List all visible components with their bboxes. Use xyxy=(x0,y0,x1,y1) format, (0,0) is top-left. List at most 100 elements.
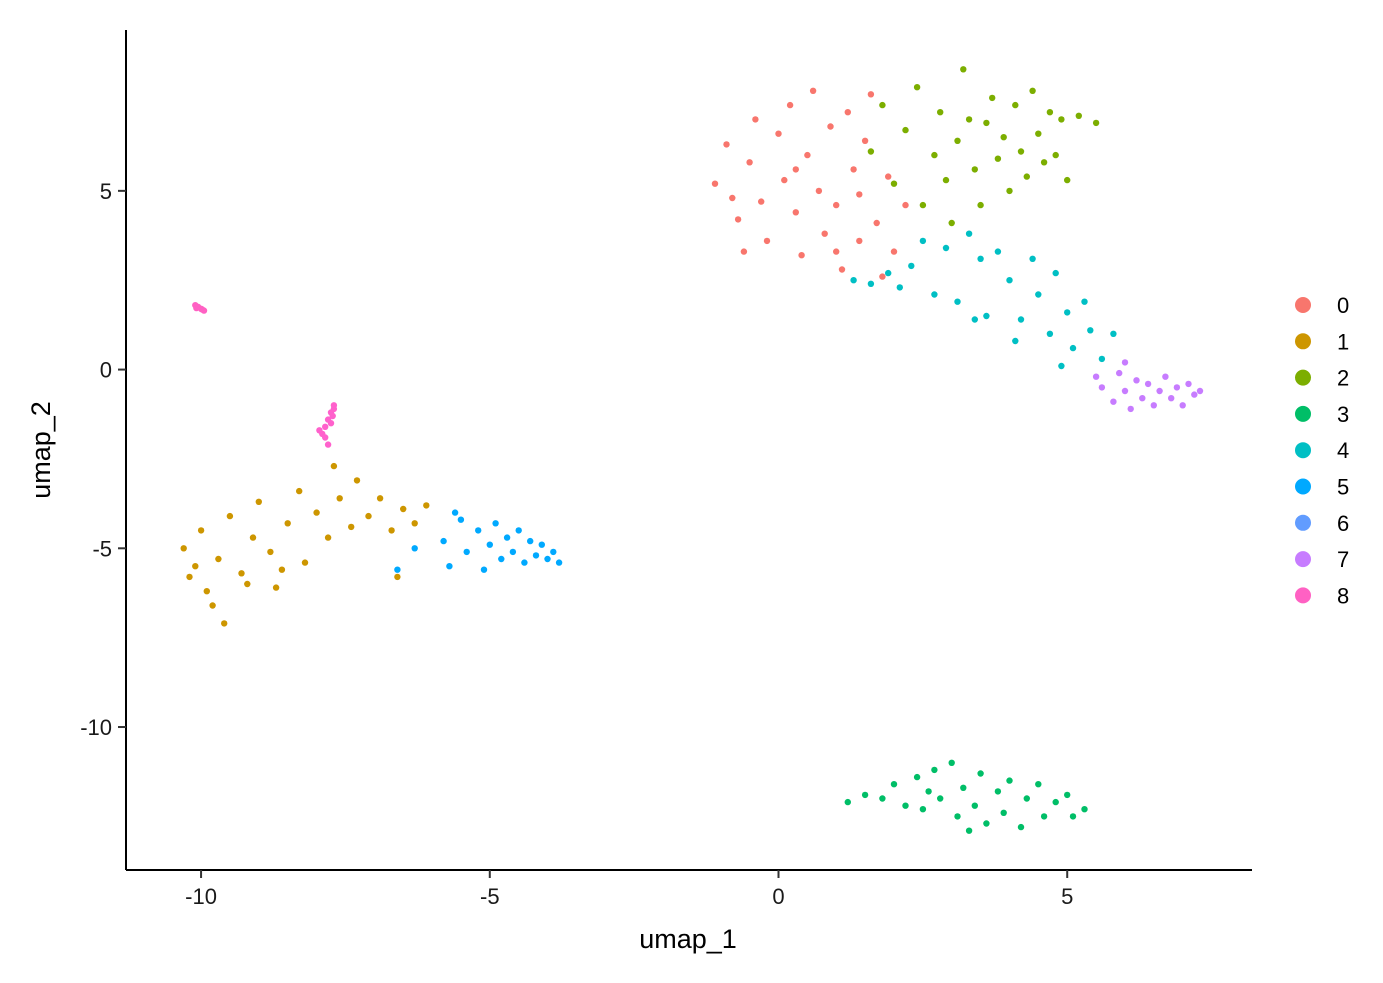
data-point xyxy=(711,180,719,187)
data-point xyxy=(971,316,978,323)
legend-item-1: 1 xyxy=(1295,329,1349,354)
y-tick-label: -10 xyxy=(80,715,112,740)
legend-label: 0 xyxy=(1337,293,1349,318)
data-point xyxy=(1017,148,1025,155)
data-point xyxy=(902,802,909,809)
data-point xyxy=(193,304,200,312)
data-point xyxy=(1035,291,1042,298)
legend-item-6: 6 xyxy=(1295,511,1349,536)
data-point xyxy=(180,545,187,552)
data-point xyxy=(989,94,996,102)
data-point xyxy=(330,462,338,470)
data-point xyxy=(267,548,274,556)
data-point xyxy=(890,248,898,255)
data-point xyxy=(861,791,869,799)
data-point xyxy=(723,141,730,148)
data-point xyxy=(1092,373,1100,380)
data-point xyxy=(1116,369,1123,377)
data-point xyxy=(890,781,898,788)
data-point xyxy=(925,788,932,795)
data-point xyxy=(209,602,216,609)
data-point xyxy=(786,101,794,109)
legend-label: 4 xyxy=(1337,438,1349,463)
data-point xyxy=(1000,809,1007,816)
data-point xyxy=(376,495,384,502)
data-point xyxy=(486,541,493,548)
data-point xyxy=(1058,362,1065,370)
cluster-3-points xyxy=(844,759,1088,834)
data-point xyxy=(833,248,840,255)
legend-item-2: 2 xyxy=(1295,366,1349,391)
data-point xyxy=(913,84,921,91)
data-point xyxy=(919,806,927,813)
data-point xyxy=(538,541,545,548)
data-point xyxy=(937,109,944,116)
data-point xyxy=(1150,402,1158,409)
data-point xyxy=(215,555,222,563)
data-point xyxy=(272,584,280,591)
legend-label: 8 xyxy=(1337,583,1349,608)
data-point xyxy=(394,566,401,573)
data-point xyxy=(503,534,511,541)
data-point xyxy=(1168,395,1175,402)
data-point xyxy=(544,555,551,563)
x-tick-label: 0 xyxy=(772,884,784,909)
data-point xyxy=(451,509,459,516)
legend-label: 7 xyxy=(1337,547,1349,572)
data-point xyxy=(965,230,973,237)
data-point xyxy=(792,209,799,216)
data-point xyxy=(330,402,338,409)
data-point xyxy=(1127,405,1134,413)
data-point xyxy=(1069,813,1077,820)
data-point xyxy=(937,795,944,802)
data-point xyxy=(475,527,482,534)
data-point xyxy=(1064,176,1071,184)
data-point xyxy=(1081,806,1088,813)
data-point xyxy=(948,219,955,227)
data-point xyxy=(1064,309,1071,316)
data-point xyxy=(960,784,967,791)
data-point xyxy=(977,255,984,262)
data-point xyxy=(885,269,892,277)
data-point xyxy=(446,563,453,570)
data-point xyxy=(942,176,950,184)
data-point xyxy=(1144,380,1152,388)
data-point xyxy=(740,248,748,255)
data-point xyxy=(983,820,990,827)
data-point xyxy=(400,505,407,513)
data-point xyxy=(1121,387,1129,395)
legend-swatch xyxy=(1295,587,1311,604)
data-point xyxy=(411,520,418,527)
data-point xyxy=(1139,395,1146,402)
data-point xyxy=(1017,823,1025,831)
data-point xyxy=(1035,781,1042,788)
data-point xyxy=(1087,327,1094,334)
data-point xyxy=(994,788,1002,795)
data-point xyxy=(1110,398,1117,405)
cluster-4-points xyxy=(850,230,1117,370)
data-point xyxy=(1006,277,1013,284)
data-point xyxy=(1023,795,1030,802)
data-point xyxy=(388,527,395,534)
data-point xyxy=(856,237,863,245)
legend-item-0: 0 xyxy=(1295,293,1349,318)
data-point xyxy=(532,552,540,559)
data-point xyxy=(238,570,245,577)
data-point xyxy=(1133,377,1140,384)
data-point xyxy=(977,201,984,209)
legend-label: 1 xyxy=(1337,329,1349,354)
data-point xyxy=(1092,119,1100,127)
data-point xyxy=(867,280,875,287)
data-point xyxy=(838,266,846,273)
legend-swatch xyxy=(1295,551,1311,568)
data-point xyxy=(521,559,528,566)
data-point xyxy=(1046,330,1054,337)
data-point xyxy=(729,194,736,202)
data-point xyxy=(284,520,291,527)
data-point xyxy=(1075,112,1083,120)
data-point xyxy=(804,151,811,159)
data-point xyxy=(954,137,961,144)
data-point xyxy=(827,123,834,130)
data-point xyxy=(1023,173,1030,180)
data-point xyxy=(833,201,840,209)
